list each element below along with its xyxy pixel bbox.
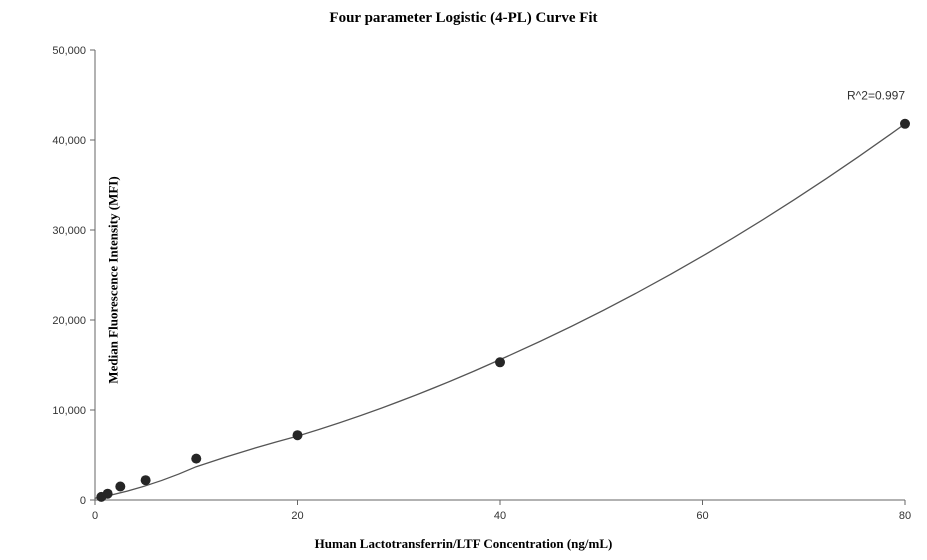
data-point — [141, 475, 151, 485]
x-tick-label: 60 — [696, 510, 708, 522]
y-tick-label: 50,000 — [52, 45, 86, 57]
y-tick-label: 10,000 — [52, 405, 86, 417]
data-point — [191, 454, 201, 464]
y-tick-label: 40,000 — [52, 135, 86, 147]
x-tick-label: 0 — [92, 510, 98, 522]
r-squared-annotation: R^2=0.997 — [847, 89, 905, 103]
axis-lines — [95, 50, 905, 500]
chart-svg: 0 10,000 20,000 30,000 40,000 50,000 0 20 40 60 80… — [0, 0, 927, 560]
x-tick-label: 40 — [494, 510, 506, 522]
y-tick-label: 20,000 — [52, 315, 86, 327]
y-tick-label: 0 — [80, 495, 86, 507]
data-point — [103, 489, 113, 499]
fitted-curve — [95, 124, 905, 498]
data-point — [115, 482, 125, 492]
x-tick-label: 20 — [291, 510, 303, 522]
data-point — [495, 357, 505, 367]
y-tick-label: 30,000 — [52, 225, 86, 237]
data-point — [293, 430, 303, 440]
chart-container: Four parameter Logistic (4-PL) Curve Fit… — [0, 0, 927, 560]
x-tick-label: 80 — [899, 510, 911, 522]
data-point — [900, 119, 910, 129]
